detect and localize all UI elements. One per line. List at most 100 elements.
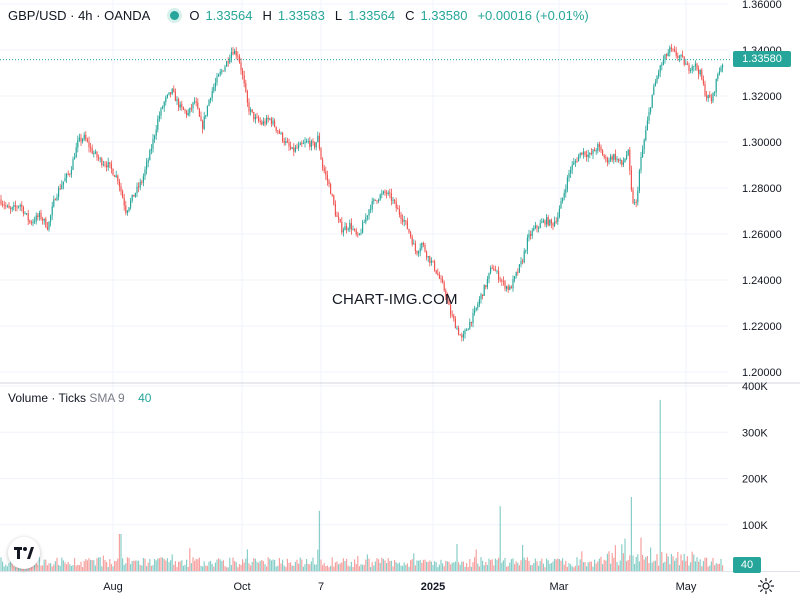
volume-bar [566,566,568,571]
candle-body [509,286,511,290]
volume-bar [570,564,572,571]
candle-body [445,290,447,296]
volume-bar [413,553,415,571]
volume-bar [507,566,509,571]
candle-body [443,282,445,291]
volume-bar [686,556,688,571]
volume-title[interactable]: Volume · Ticks [8,391,87,405]
volume-bar [2,561,4,571]
candle-body [486,279,488,288]
volume-bar [474,557,476,571]
candle-body [562,197,564,202]
candle-body [314,142,316,148]
volume-bar [490,560,492,571]
volume-bar [600,556,602,571]
candle-body [42,218,44,221]
volume-bar [336,561,338,571]
candle-body [43,218,45,221]
candle-body [312,141,314,143]
candle-body [624,158,626,163]
volume-bar [32,561,34,571]
candle-body [32,221,34,224]
volume-bar [584,562,586,571]
candle-body [470,321,472,324]
candle-body [117,175,119,182]
volume-bar [122,558,124,571]
candle-body [232,52,234,55]
volume-bar [374,561,376,571]
symbol-legend: GBP/USD · 4h · OANDA O 1.33564 H 1.33583 L… [8,8,593,23]
candle-body [10,208,12,210]
candle-body [354,229,356,230]
volume-bar [90,559,92,571]
volume-bar [438,564,440,571]
time-tick-label: Mar [550,581,569,593]
close-label: C [405,8,415,23]
candle-body [224,66,226,72]
candle-body [170,92,172,94]
volume-bar [574,565,576,571]
volume-bar [170,560,172,571]
candle-body [722,64,724,68]
candle-body [614,154,616,161]
volume-bar [432,565,434,571]
gear-icon[interactable] [757,577,775,595]
volume-tick-label: 400K [742,381,768,393]
volume-bar [173,564,175,571]
volume-bar [634,564,636,571]
candle-body [437,273,439,275]
volume-bar [653,561,655,571]
volume-bar [66,564,68,571]
volume-bar [386,563,388,571]
candle-body [373,199,375,202]
volume-bar [494,558,496,571]
candle-body [355,229,357,235]
volume-bar [117,558,119,571]
symbol-title[interactable]: GBP/USD · 4h · OANDA [8,8,151,23]
volume-bar [554,558,556,571]
volume-bar [320,559,322,571]
volume-bar [64,562,66,571]
tradingview-logo-icon[interactable] [8,537,40,569]
candle-body [51,206,53,216]
volume-bar [581,551,583,571]
candle-body [627,150,629,155]
candle-body [640,156,642,171]
candle-body [139,181,141,188]
volume-bar [472,562,474,571]
volume-bar [94,565,96,571]
volume-bar [640,537,642,571]
candle-body [83,134,85,140]
volume-bar [310,561,312,571]
volume-bar [291,565,293,571]
volume-bar [630,497,632,571]
volume-bar [219,559,221,571]
candle-body [381,193,383,195]
candle-body [507,286,509,290]
volume-bar [602,564,604,571]
candle-body [459,334,461,336]
candle-body [317,135,319,143]
candle-body [544,220,546,225]
volume-bar [224,566,226,571]
candle-body [667,52,669,57]
volume-bar [144,558,146,571]
candle-body [442,279,444,283]
candle-body [75,147,77,158]
candle-body [608,160,610,163]
candle-body [248,102,250,112]
candle-body [99,158,101,160]
volume-bar [110,563,112,571]
candle-body [643,140,645,150]
volume-bar [160,557,162,571]
candle-body [338,216,340,220]
volume-bar [8,563,10,571]
volume-bar [205,565,207,571]
volume-bar [467,566,469,571]
volume-bar [77,564,79,571]
volume-bar [30,565,32,571]
volume-bar [251,561,253,571]
volume-bar [698,561,700,571]
volume-bar [152,565,154,571]
